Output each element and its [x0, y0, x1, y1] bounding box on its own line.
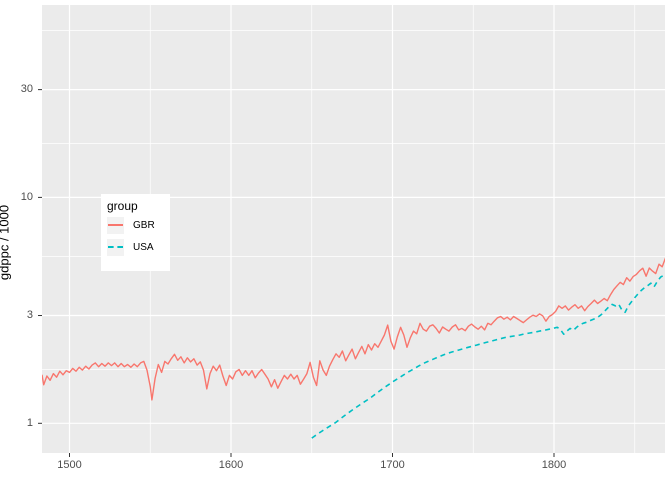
y-tick-label: 30: [20, 83, 33, 96]
gbr-series-line: [42, 257, 665, 401]
y-tick-label: 1: [26, 416, 33, 429]
legend: group GBR USA: [101, 194, 170, 271]
gbr-line-sample: [107, 217, 124, 234]
x-tick-label: 1800: [541, 459, 567, 471]
legend-title: group: [107, 199, 138, 213]
legend-entry-gbr: GBR: [107, 217, 170, 234]
y-tick-label: 3: [26, 309, 33, 322]
usa-line-sample: [107, 239, 124, 256]
legend-label-gbr: GBR: [133, 220, 155, 231]
usa-series-line: [311, 273, 665, 439]
legend-entry-usa: USA: [107, 239, 170, 256]
x-tick-label: 1600: [218, 459, 244, 471]
x-tick-label: 1700: [380, 459, 405, 471]
x-tick-label: 1500: [57, 459, 82, 471]
y-tick-label: 10: [20, 190, 33, 203]
legend-label-usa: USA: [133, 242, 154, 253]
